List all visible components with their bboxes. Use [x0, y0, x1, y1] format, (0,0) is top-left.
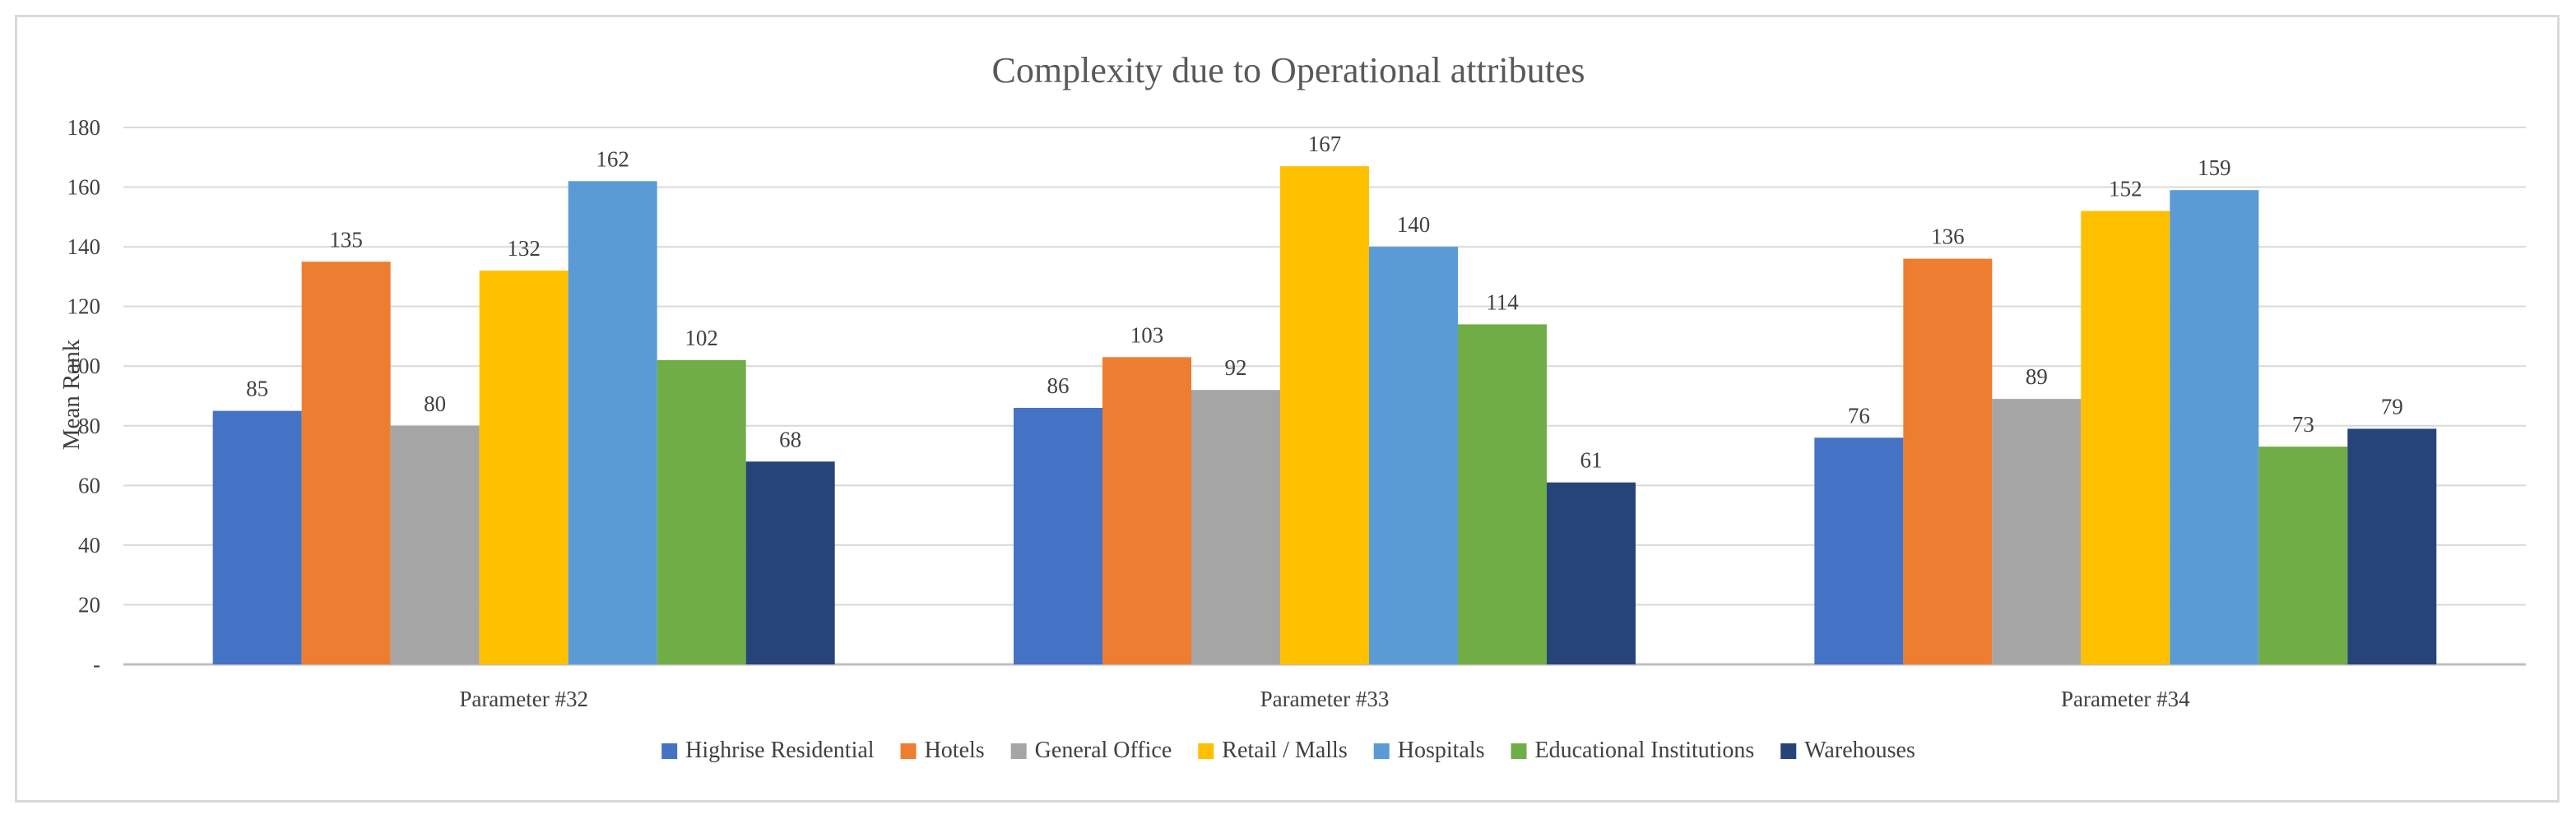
- y-tick-label: 60: [78, 473, 100, 497]
- legend-swatch: [1780, 743, 1797, 759]
- x-tick-label: Parameter #33: [1260, 687, 1390, 711]
- legend-label: Hospitals: [1398, 738, 1485, 763]
- bar: [390, 425, 480, 664]
- x-tick-label: Parameter #34: [2061, 687, 2190, 711]
- data-label: 167: [1308, 132, 1342, 156]
- y-tick-label: 160: [67, 175, 101, 200]
- y-tick-label: 140: [67, 234, 101, 259]
- legend-item: Retail / Malls: [1198, 738, 1348, 763]
- x-tick-label: Parameter #32: [459, 687, 588, 711]
- bar: [745, 461, 835, 664]
- y-axis-title: Mean Rank: [58, 339, 85, 450]
- data-label: 86: [1047, 373, 1070, 398]
- bar: [2258, 447, 2348, 664]
- bar: [1814, 437, 1904, 664]
- legend-item: Educational Institutions: [1511, 738, 1755, 763]
- data-label: 61: [1580, 448, 1603, 473]
- data-label: 136: [1931, 224, 1965, 249]
- bar: [2347, 428, 2437, 664]
- bar: [1102, 357, 1191, 664]
- data-label: 162: [596, 146, 629, 171]
- bar: [1992, 399, 2082, 664]
- bar: [1014, 408, 1102, 664]
- x-axis-ticks: Parameter #32 Parameter #33 Parameter #34: [459, 687, 2190, 711]
- legend-label: Warehouses: [1804, 738, 1915, 763]
- y-axis-ticks: - 20 40 60 80 100 120 140 160 180: [67, 115, 101, 677]
- legend-label: Hotels: [925, 738, 985, 763]
- data-label: 80: [424, 391, 446, 416]
- legend-swatch: [1198, 743, 1214, 759]
- y-tick-label: 120: [67, 294, 101, 319]
- y-tick-label: 20: [78, 592, 100, 617]
- data-label: 102: [685, 326, 718, 350]
- bar: [1191, 390, 1280, 664]
- legend-item: Hotels: [900, 738, 985, 763]
- bars: [212, 166, 2437, 665]
- bar: [1458, 324, 1547, 664]
- data-label: 92: [1225, 355, 1247, 380]
- legend-item: Highrise Residential: [661, 738, 875, 763]
- bar: [657, 359, 746, 664]
- legend-swatch: [900, 743, 917, 759]
- data-label: 68: [779, 427, 801, 451]
- bar: [2081, 211, 2170, 665]
- legend-label: Educational Institutions: [1535, 738, 1755, 763]
- bar: [301, 261, 391, 664]
- data-labels: 85 135 80 132 162 102 68 86 103 92 167 140 114 61 76 13…: [246, 132, 2403, 473]
- data-label: 89: [2026, 364, 2048, 389]
- data-label: 103: [1130, 322, 1164, 347]
- legend-swatch: [661, 743, 678, 759]
- legend-label: Retail / Malls: [1222, 738, 1347, 763]
- data-label: 85: [246, 377, 268, 401]
- data-label: 114: [1486, 289, 1519, 314]
- legend-swatch: [1511, 743, 1527, 759]
- bar: [1547, 482, 1636, 664]
- bar: [568, 181, 657, 665]
- legend-label: General Office: [1035, 738, 1172, 763]
- legend-item: General Office: [1010, 738, 1172, 763]
- chart-title: Complexity due to Operational attributes: [992, 50, 1585, 90]
- data-label: 140: [1397, 212, 1431, 237]
- legend-swatch: [1373, 743, 1390, 759]
- data-label: 73: [2292, 412, 2314, 437]
- data-label: 79: [2381, 394, 2403, 419]
- bar: [1903, 258, 1993, 664]
- data-label: 159: [2198, 155, 2231, 180]
- y-tick-label: 180: [67, 115, 101, 140]
- bar: [479, 271, 569, 664]
- legend: Highrise Residential Hotels General Office…: [661, 738, 1915, 763]
- y-tick-label: 80: [78, 414, 100, 438]
- y-tick-label: 100: [67, 354, 101, 378]
- bar: [1369, 247, 1458, 664]
- legend-item: Warehouses: [1780, 738, 1915, 763]
- y-tick-label: -: [93, 652, 100, 677]
- legend-item: Hospitals: [1373, 738, 1485, 763]
- data-label: 76: [1848, 403, 1870, 428]
- bar: [212, 410, 302, 664]
- legend-label: Highrise Residential: [685, 738, 875, 763]
- bar: [1280, 166, 1369, 664]
- y-tick-label: 40: [78, 533, 100, 558]
- bar: [2170, 190, 2259, 664]
- legend-swatch: [1010, 743, 1027, 759]
- data-label: 135: [329, 227, 363, 252]
- data-label: 132: [507, 236, 541, 261]
- data-label: 152: [2109, 177, 2142, 201]
